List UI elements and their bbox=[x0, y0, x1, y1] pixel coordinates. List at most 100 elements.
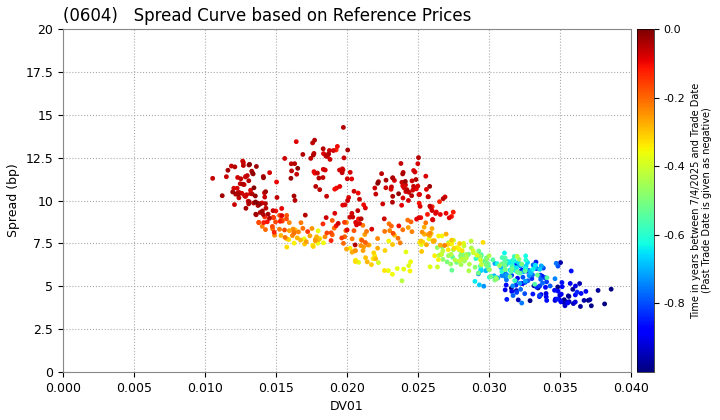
Point bbox=[380, 177, 392, 184]
Point bbox=[417, 239, 428, 245]
Point bbox=[474, 257, 486, 264]
Point bbox=[554, 292, 566, 299]
Point bbox=[454, 258, 465, 265]
Point bbox=[536, 273, 548, 280]
Point bbox=[532, 285, 544, 291]
Point bbox=[270, 207, 282, 214]
Point bbox=[256, 207, 268, 214]
Point bbox=[276, 212, 287, 219]
Point bbox=[400, 188, 412, 195]
Point bbox=[308, 150, 320, 157]
Point bbox=[288, 193, 300, 199]
Point bbox=[541, 274, 553, 281]
Point bbox=[352, 207, 364, 214]
Point bbox=[508, 258, 520, 265]
Point bbox=[217, 192, 228, 199]
Point bbox=[309, 170, 320, 176]
Point bbox=[256, 200, 268, 206]
Point bbox=[443, 247, 454, 253]
Point bbox=[570, 299, 581, 305]
Point bbox=[465, 238, 477, 244]
Point bbox=[433, 252, 445, 259]
Point bbox=[321, 152, 333, 159]
Point bbox=[311, 234, 323, 240]
Point bbox=[271, 178, 282, 185]
Point bbox=[551, 260, 562, 267]
Point bbox=[397, 226, 408, 233]
Point bbox=[426, 225, 438, 232]
Point bbox=[258, 211, 269, 218]
Point bbox=[369, 185, 381, 192]
Point bbox=[237, 181, 248, 188]
Point bbox=[494, 262, 505, 269]
Point bbox=[356, 237, 368, 244]
Point bbox=[299, 241, 310, 247]
Point bbox=[483, 266, 495, 273]
Point bbox=[499, 256, 510, 263]
Point bbox=[405, 218, 417, 225]
Point bbox=[250, 192, 261, 199]
Point bbox=[508, 253, 520, 260]
Y-axis label: Time in years between 7/4/2025 and Trade Date
(Past Trade Date is given as negat: Time in years between 7/4/2025 and Trade… bbox=[690, 82, 712, 319]
Point bbox=[288, 229, 300, 236]
Point bbox=[409, 169, 420, 176]
Point bbox=[240, 193, 251, 200]
Point bbox=[281, 215, 292, 222]
Point bbox=[470, 255, 482, 262]
Point bbox=[321, 193, 333, 199]
Point bbox=[387, 241, 398, 248]
Point bbox=[262, 211, 274, 218]
Point bbox=[351, 221, 362, 228]
Point bbox=[297, 225, 309, 232]
Point bbox=[435, 251, 446, 258]
Point bbox=[267, 226, 279, 232]
Point bbox=[310, 237, 321, 244]
Point bbox=[233, 194, 245, 201]
Point bbox=[481, 255, 492, 262]
Point bbox=[384, 227, 395, 234]
Point bbox=[354, 196, 365, 202]
Point bbox=[350, 219, 361, 226]
Point bbox=[281, 212, 292, 219]
Point bbox=[485, 273, 497, 280]
Point bbox=[256, 223, 268, 230]
Point bbox=[428, 237, 440, 244]
Point bbox=[519, 267, 531, 273]
Point bbox=[239, 192, 251, 199]
Point bbox=[300, 239, 312, 245]
Point bbox=[251, 211, 262, 218]
Point bbox=[284, 227, 295, 234]
Point bbox=[413, 154, 424, 161]
Point bbox=[238, 159, 249, 166]
Point bbox=[479, 257, 490, 264]
Point bbox=[552, 284, 564, 290]
Point bbox=[261, 218, 273, 225]
Point bbox=[383, 220, 395, 227]
Point bbox=[320, 152, 332, 158]
Point bbox=[281, 244, 292, 250]
Point bbox=[267, 207, 279, 214]
Point bbox=[318, 166, 329, 173]
Point bbox=[294, 237, 306, 244]
Point bbox=[456, 254, 468, 261]
Point bbox=[330, 223, 342, 229]
Point bbox=[307, 242, 318, 249]
Point bbox=[330, 185, 342, 192]
Point bbox=[467, 247, 479, 254]
Point bbox=[480, 260, 492, 266]
Point bbox=[231, 185, 243, 192]
Point bbox=[511, 289, 523, 296]
Point bbox=[308, 168, 320, 175]
Point bbox=[431, 209, 442, 215]
Point bbox=[500, 276, 512, 283]
Point bbox=[274, 212, 285, 219]
Point bbox=[355, 242, 366, 249]
Point bbox=[370, 255, 382, 262]
Point bbox=[474, 253, 486, 260]
Point bbox=[534, 293, 545, 300]
Point bbox=[508, 266, 519, 273]
Point bbox=[520, 265, 531, 271]
Point bbox=[361, 228, 372, 235]
Point bbox=[458, 240, 469, 247]
Point bbox=[364, 241, 375, 248]
